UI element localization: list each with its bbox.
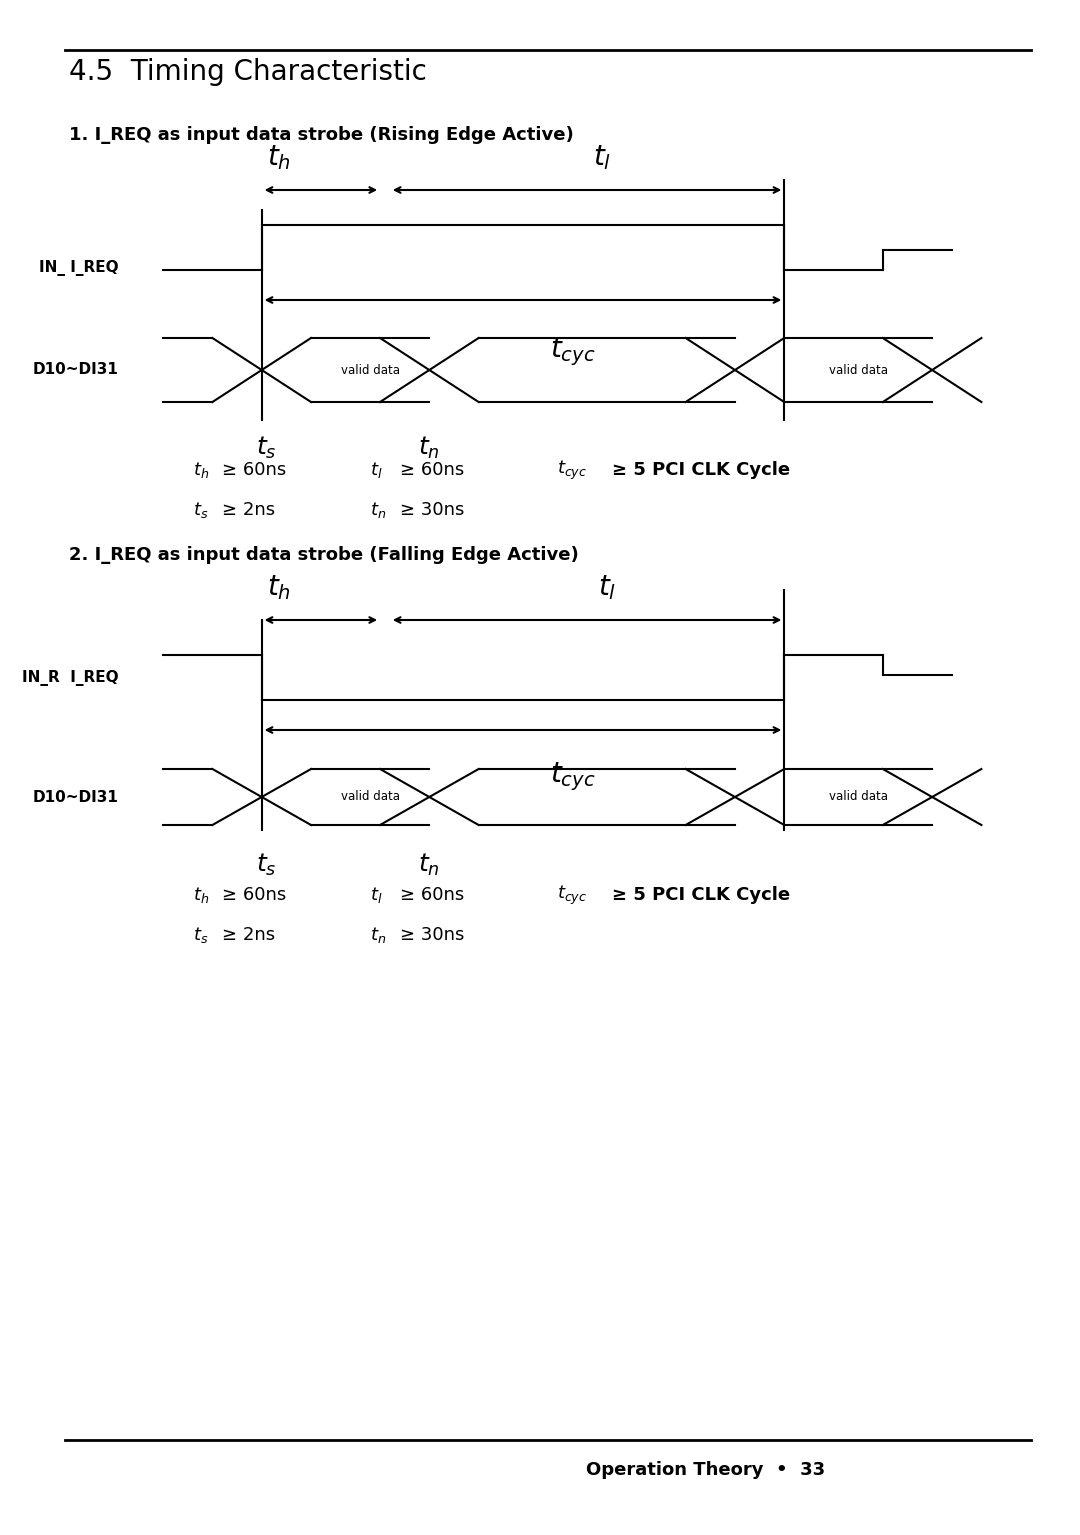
Text: $t_s$: $t_s$ bbox=[256, 434, 276, 460]
Text: $t_n$: $t_n$ bbox=[418, 434, 441, 460]
Text: 2. I_REQ as input data strobe (Falling Edge Active): 2. I_REQ as input data strobe (Falling E… bbox=[69, 546, 579, 563]
Text: $t_l$: $t_l$ bbox=[370, 886, 382, 906]
Text: ≥ 2ns: ≥ 2ns bbox=[222, 500, 275, 519]
Text: $t_s$: $t_s$ bbox=[256, 852, 276, 878]
Text: $t_h$: $t_h$ bbox=[267, 143, 291, 172]
Text: ≥ 60ns: ≥ 60ns bbox=[400, 460, 464, 479]
Text: 1. I_REQ as input data strobe (Rising Edge Active): 1. I_REQ as input data strobe (Rising Ed… bbox=[69, 126, 575, 144]
Text: D10~DI31: D10~DI31 bbox=[32, 362, 119, 378]
Text: $t_{cyc}$: $t_{cyc}$ bbox=[557, 459, 588, 482]
Text: ≥ 60ns: ≥ 60ns bbox=[222, 460, 286, 479]
Text: $t_n$: $t_n$ bbox=[370, 926, 387, 946]
Text: $t_h$: $t_h$ bbox=[192, 886, 208, 906]
Text: D10~DI31: D10~DI31 bbox=[32, 789, 119, 804]
Text: $t_n$: $t_n$ bbox=[418, 852, 441, 878]
Text: Operation Theory  •  33: Operation Theory • 33 bbox=[585, 1461, 825, 1480]
Text: $t_s$: $t_s$ bbox=[192, 926, 208, 946]
Text: $t_{cyc}$: $t_{cyc}$ bbox=[550, 760, 595, 792]
Text: $t_s$: $t_s$ bbox=[192, 500, 208, 520]
Text: 4.5  Timing Characteristic: 4.5 Timing Characteristic bbox=[69, 58, 428, 86]
Text: ≥ 2ns: ≥ 2ns bbox=[222, 926, 275, 944]
Text: $t_l$: $t_l$ bbox=[370, 460, 382, 480]
Text: $t_{cyc}$: $t_{cyc}$ bbox=[557, 884, 588, 907]
Text: ≥ 60ns: ≥ 60ns bbox=[400, 886, 464, 904]
Text: $t_h$: $t_h$ bbox=[267, 573, 291, 602]
Text: $t_h$: $t_h$ bbox=[192, 460, 208, 480]
Text: ≥ 30ns: ≥ 30ns bbox=[400, 500, 464, 519]
Text: $t_n$: $t_n$ bbox=[370, 500, 387, 520]
Text: IN_R  I_REQ: IN_R I_REQ bbox=[23, 669, 119, 686]
Text: valid data: valid data bbox=[828, 791, 888, 803]
Text: IN_ I_REQ: IN_ I_REQ bbox=[39, 259, 119, 276]
Text: valid data: valid data bbox=[340, 791, 400, 803]
Text: valid data: valid data bbox=[828, 364, 888, 376]
Text: ≥ 5 PCI CLK Cycle: ≥ 5 PCI CLK Cycle bbox=[611, 460, 789, 479]
Text: ≥ 60ns: ≥ 60ns bbox=[222, 886, 286, 904]
Text: valid data: valid data bbox=[340, 364, 400, 376]
Text: ≥ 5 PCI CLK Cycle: ≥ 5 PCI CLK Cycle bbox=[611, 886, 789, 904]
Text: $t_{cyc}$: $t_{cyc}$ bbox=[550, 335, 595, 367]
Text: $t_l$: $t_l$ bbox=[597, 573, 616, 602]
Text: ≥ 30ns: ≥ 30ns bbox=[400, 926, 464, 944]
Text: $t_l$: $t_l$ bbox=[593, 143, 611, 172]
